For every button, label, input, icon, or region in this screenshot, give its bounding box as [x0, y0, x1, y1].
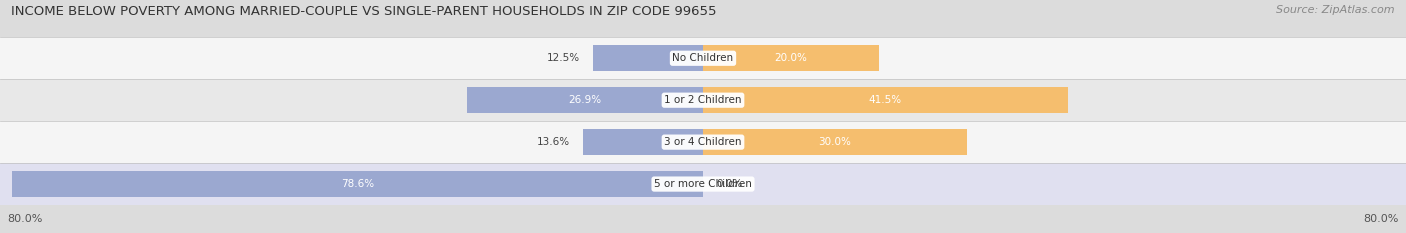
Bar [0, 121, 1406, 163]
Bar [703, 45, 879, 71]
Text: 80.0%: 80.0% [1364, 214, 1399, 224]
Text: 3 or 4 Children: 3 or 4 Children [664, 137, 742, 147]
Text: 12.5%: 12.5% [547, 53, 581, 63]
Text: No Children: No Children [672, 53, 734, 63]
Text: INCOME BELOW POVERTY AMONG MARRIED-COUPLE VS SINGLE-PARENT HOUSEHOLDS IN ZIP COD: INCOME BELOW POVERTY AMONG MARRIED-COUPL… [11, 5, 717, 18]
Text: 5 or more Children: 5 or more Children [654, 179, 752, 189]
Bar [467, 87, 703, 113]
Bar [593, 45, 703, 71]
Bar [703, 129, 967, 155]
Text: 41.5%: 41.5% [869, 95, 901, 105]
Text: 78.6%: 78.6% [342, 179, 374, 189]
Text: 80.0%: 80.0% [7, 214, 42, 224]
Bar [13, 171, 703, 197]
Text: 13.6%: 13.6% [537, 137, 571, 147]
Text: 30.0%: 30.0% [818, 137, 851, 147]
Bar [583, 129, 703, 155]
Text: 1 or 2 Children: 1 or 2 Children [664, 95, 742, 105]
Text: 20.0%: 20.0% [775, 53, 807, 63]
Bar [0, 163, 1406, 205]
Text: Source: ZipAtlas.com: Source: ZipAtlas.com [1277, 5, 1395, 15]
Bar [703, 87, 1067, 113]
Text: 26.9%: 26.9% [568, 95, 602, 105]
Text: 0.0%: 0.0% [716, 179, 742, 189]
Bar [0, 37, 1406, 79]
Bar [0, 79, 1406, 121]
